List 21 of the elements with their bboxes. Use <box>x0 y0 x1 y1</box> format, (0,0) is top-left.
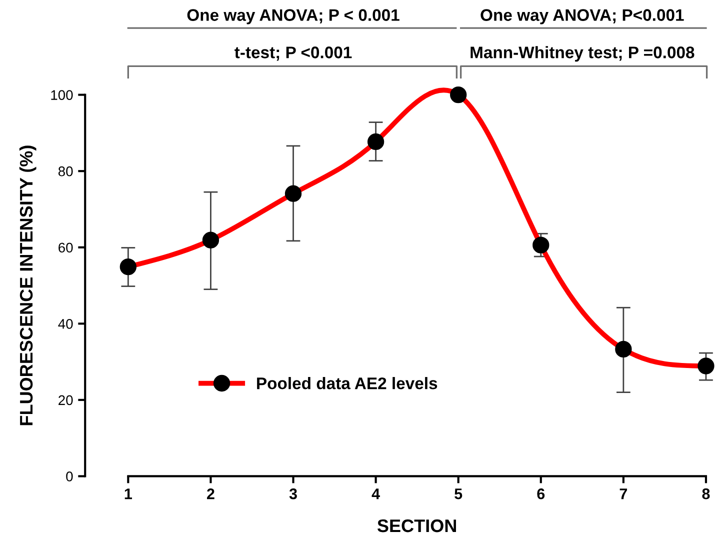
text: One way ANOVA; P < 0.001 <box>187 9 400 24</box>
text: One way ANOVA; P<0.001 <box>480 9 684 24</box>
y-tick-label: 0 <box>66 472 73 482</box>
text: t-test; P <0.001 <box>234 46 352 61</box>
y-tick-label: 80 <box>58 166 73 176</box>
y-tick-label: 20 <box>58 395 73 406</box>
x-tick-label: 8 <box>702 488 710 500</box>
y-tick-label: 60 <box>58 242 73 253</box>
x-tick-label: 2 <box>206 488 214 500</box>
y-tick-label: 40 <box>58 318 73 329</box>
x-tick-label: 6 <box>537 488 545 500</box>
x-tick-label: 7 <box>620 488 628 500</box>
x-tick-label: 3 <box>289 488 297 500</box>
x-axis-title: SECTION <box>377 519 456 532</box>
legend-label: Pooled data AE2 levels <box>257 377 438 390</box>
x-tick-label: 4 <box>372 488 380 500</box>
y-tick-label: 100 <box>51 90 73 100</box>
text: Mann-Whitney test; P =0.008 <box>470 46 694 62</box>
y-axis-title: FLUORESCENCE INTENSITY (%) <box>19 146 36 426</box>
x-tick-label: 1 <box>124 488 132 500</box>
x-tick-label: 5 <box>454 488 462 500</box>
